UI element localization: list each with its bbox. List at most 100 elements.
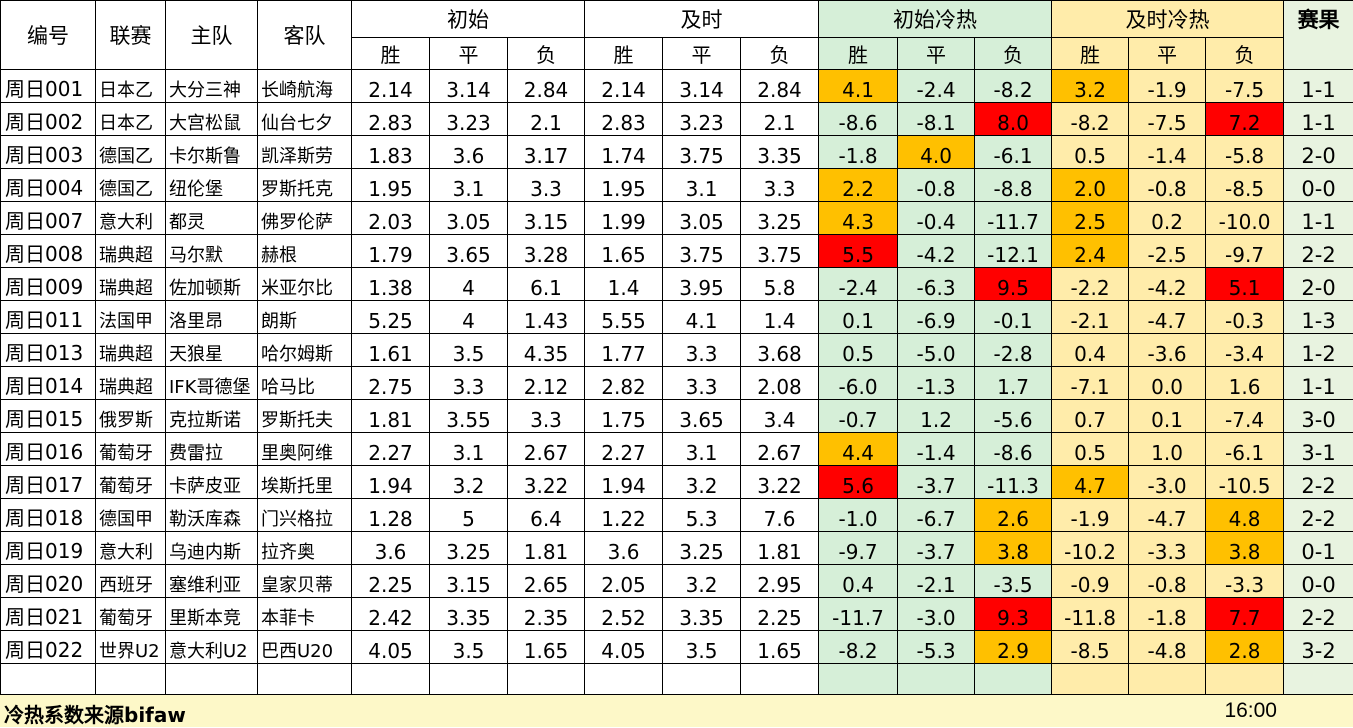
initial-win-cell[interactable]: 1.81 [352, 400, 430, 433]
live-loss-cell[interactable]: 3.4 [741, 400, 819, 433]
home-team-cell[interactable]: 费雷拉 [166, 433, 258, 466]
live-heat-win-cell[interactable]: 0.7 [1052, 400, 1129, 433]
empty-cell[interactable] [352, 664, 430, 695]
initial-heat-loss-cell[interactable]: 1.7 [975, 367, 1052, 400]
match-id-cell[interactable]: 周日002 [1, 103, 96, 136]
live-loss-cell[interactable]: 2.84 [741, 70, 819, 103]
live-draw-cell[interactable]: 3.35 [663, 598, 741, 631]
live-heat-draw-cell[interactable]: -0.8 [1129, 169, 1206, 202]
result-cell[interactable]: 3-0 [1284, 400, 1353, 433]
league-cell[interactable]: 日本乙 [96, 70, 166, 103]
empty-cell[interactable] [166, 664, 258, 695]
initial-heat-draw-cell[interactable]: -0.8 [898, 169, 975, 202]
live-heat-win-cell[interactable]: -2.1 [1052, 301, 1129, 334]
match-id-cell[interactable]: 周日003 [1, 136, 96, 169]
initial-win-cell[interactable]: 1.28 [352, 499, 430, 532]
live-heat-win-cell[interactable]: -1.9 [1052, 499, 1129, 532]
away-team-cell[interactable]: 赫根 [258, 235, 352, 268]
header-iheat-loss[interactable]: 负 [975, 38, 1052, 70]
initial-heat-win-cell[interactable]: -8.2 [819, 631, 898, 664]
initial-win-cell[interactable]: 2.25 [352, 565, 430, 598]
initial-heat-loss-cell[interactable]: 9.5 [975, 268, 1052, 301]
initial-draw-cell[interactable]: 3.55 [430, 400, 508, 433]
league-cell[interactable]: 瑞典超 [96, 268, 166, 301]
initial-heat-loss-cell[interactable]: -3.5 [975, 565, 1052, 598]
initial-heat-loss-cell[interactable]: -8.2 [975, 70, 1052, 103]
initial-loss-cell[interactable]: 3.22 [508, 466, 585, 499]
result-cell[interactable]: 1-1 [1284, 202, 1353, 235]
live-draw-cell[interactable]: 3.25 [663, 532, 741, 565]
live-heat-loss-cell[interactable]: 7.2 [1206, 103, 1284, 136]
league-cell[interactable]: 葡萄牙 [96, 466, 166, 499]
live-heat-loss-cell[interactable]: -10.5 [1206, 466, 1284, 499]
initial-loss-cell[interactable]: 6.4 [508, 499, 585, 532]
initial-win-cell[interactable]: 1.61 [352, 334, 430, 367]
live-draw-cell[interactable]: 3.1 [663, 169, 741, 202]
initial-draw-cell[interactable]: 3.3 [430, 367, 508, 400]
source-note[interactable]: 冷热系数来源bifaw [4, 699, 186, 728]
result-cell[interactable]: 1-1 [1284, 103, 1353, 136]
empty-cell[interactable] [898, 664, 975, 695]
match-id-cell[interactable]: 周日017 [1, 466, 96, 499]
live-heat-win-cell[interactable]: -10.2 [1052, 532, 1129, 565]
live-win-cell[interactable]: 2.14 [585, 70, 663, 103]
live-heat-draw-cell[interactable]: -4.7 [1129, 499, 1206, 532]
live-win-cell[interactable]: 2.05 [585, 565, 663, 598]
header-lheat-loss[interactable]: 负 [1206, 38, 1284, 70]
live-heat-loss-cell[interactable]: 5.1 [1206, 268, 1284, 301]
live-draw-cell[interactable]: 3.3 [663, 367, 741, 400]
result-cell[interactable]: 1-1 [1284, 70, 1353, 103]
initial-heat-draw-cell[interactable]: 4.0 [898, 136, 975, 169]
initial-loss-cell[interactable]: 1.81 [508, 532, 585, 565]
live-heat-draw-cell[interactable]: -3.6 [1129, 334, 1206, 367]
home-team-cell[interactable]: 克拉斯诺 [166, 400, 258, 433]
initial-win-cell[interactable]: 1.95 [352, 169, 430, 202]
empty-cell[interactable] [585, 664, 663, 695]
initial-heat-draw-cell[interactable]: -6.7 [898, 499, 975, 532]
live-heat-draw-cell[interactable]: 1.0 [1129, 433, 1206, 466]
home-team-cell[interactable]: 洛里昂 [166, 301, 258, 334]
live-loss-cell[interactable]: 3.68 [741, 334, 819, 367]
initial-heat-loss-cell[interactable]: -11.3 [975, 466, 1052, 499]
initial-heat-draw-cell[interactable]: -1.4 [898, 433, 975, 466]
live-win-cell[interactable]: 1.4 [585, 268, 663, 301]
initial-heat-loss-cell[interactable]: -2.8 [975, 334, 1052, 367]
away-team-cell[interactable]: 哈马比 [258, 367, 352, 400]
live-heat-win-cell[interactable]: -7.1 [1052, 367, 1129, 400]
initial-heat-draw-cell[interactable]: -0.4 [898, 202, 975, 235]
home-team-cell[interactable]: 大分三神 [166, 70, 258, 103]
home-team-cell[interactable]: 里斯本竞 [166, 598, 258, 631]
initial-loss-cell[interactable]: 2.67 [508, 433, 585, 466]
initial-heat-win-cell[interactable]: -6.0 [819, 367, 898, 400]
initial-loss-cell[interactable]: 2.12 [508, 367, 585, 400]
home-team-cell[interactable]: 纽伦堡 [166, 169, 258, 202]
initial-win-cell[interactable]: 2.27 [352, 433, 430, 466]
live-heat-win-cell[interactable]: -8.5 [1052, 631, 1129, 664]
league-cell[interactable]: 德国乙 [96, 169, 166, 202]
initial-win-cell[interactable]: 2.83 [352, 103, 430, 136]
live-heat-win-cell[interactable]: -8.2 [1052, 103, 1129, 136]
live-heat-draw-cell[interactable]: -1.8 [1129, 598, 1206, 631]
initial-draw-cell[interactable]: 3.65 [430, 235, 508, 268]
live-draw-cell[interactable]: 3.3 [663, 334, 741, 367]
home-team-cell[interactable]: 都灵 [166, 202, 258, 235]
initial-draw-cell[interactable]: 3.25 [430, 532, 508, 565]
live-heat-loss-cell[interactable]: -10.0 [1206, 202, 1284, 235]
initial-loss-cell[interactable]: 6.1 [508, 268, 585, 301]
live-win-cell[interactable]: 3.6 [585, 532, 663, 565]
home-team-cell[interactable]: 勒沃库森 [166, 499, 258, 532]
result-cell[interactable]: 2-2 [1284, 598, 1353, 631]
match-id-cell[interactable]: 周日016 [1, 433, 96, 466]
header-lheat-win[interactable]: 胜 [1052, 38, 1129, 70]
live-heat-loss-cell[interactable]: -3.4 [1206, 334, 1284, 367]
empty-cell[interactable] [508, 664, 585, 695]
live-draw-cell[interactable]: 3.65 [663, 400, 741, 433]
away-team-cell[interactable]: 埃斯托里 [258, 466, 352, 499]
initial-loss-cell[interactable]: 3.3 [508, 169, 585, 202]
initial-loss-cell[interactable]: 3.28 [508, 235, 585, 268]
live-draw-cell[interactable]: 3.2 [663, 565, 741, 598]
initial-heat-win-cell[interactable]: -9.7 [819, 532, 898, 565]
home-team-cell[interactable]: 卡萨皮亚 [166, 466, 258, 499]
result-cell[interactable]: 0-0 [1284, 169, 1353, 202]
match-id-cell[interactable]: 周日021 [1, 598, 96, 631]
